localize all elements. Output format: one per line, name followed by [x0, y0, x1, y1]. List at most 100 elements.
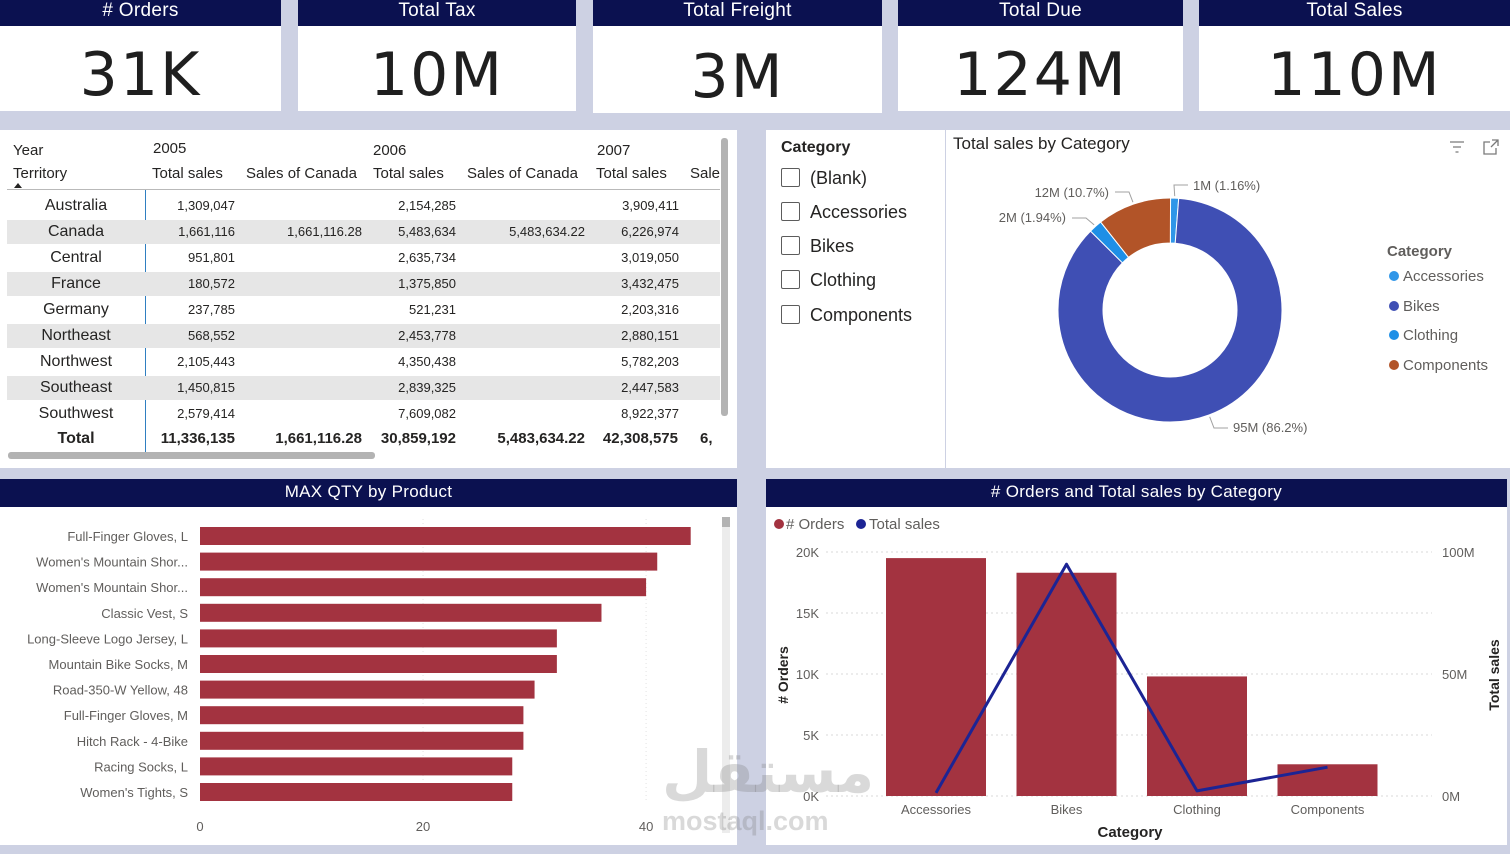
donut-chart[interactable]: 1M (1.16%) 95M (86.2%) 2M (1.94%) 12M (10.7…	[946, 130, 1510, 468]
slicer-item-clothing[interactable]: Clothing	[810, 270, 877, 290]
y-category-label: Women's Mountain Shor...	[36, 555, 188, 570]
bar-chart-scrollbar[interactable]	[722, 517, 730, 833]
bar[interactable]	[200, 731, 524, 750]
total-cell: 6,	[700, 430, 713, 447]
row-label-territory[interactable]: Germany	[43, 301, 109, 318]
row-label-territory[interactable]: France	[51, 275, 101, 292]
legend-item-components[interactable]: Components	[1403, 357, 1489, 374]
bar[interactable]	[200, 680, 535, 699]
slicer-item-bikes[interactable]: Bikes	[810, 236, 855, 256]
row-label-territory[interactable]: Central	[50, 249, 102, 266]
bar[interactable]	[200, 757, 513, 776]
matrix-cell: 1,375,850	[398, 276, 456, 291]
matrix-cell: 6,226,974	[621, 224, 679, 239]
total-cell: 1,661,116.28	[275, 430, 362, 447]
row-label-territory[interactable]: Canada	[47, 223, 105, 240]
y-right-axis-title: Total sales	[1486, 639, 1502, 711]
x-category-label: Accessories	[901, 802, 972, 817]
donut-slice-components[interactable]	[1099, 197, 1172, 259]
vertical-scrollbar[interactable]	[721, 138, 728, 416]
orders-bar[interactable]	[1016, 572, 1117, 796]
checkbox-blank[interactable]	[781, 168, 800, 187]
y-left-tick-label: 0K	[803, 789, 819, 804]
y-category-label: Full-Finger Gloves, L	[67, 529, 188, 544]
legend-item-accessories[interactable]: Accessories	[1403, 268, 1484, 285]
donut-slice-bikes[interactable]	[1057, 197, 1283, 423]
row-label-territory[interactable]: Northeast	[41, 327, 111, 344]
max-qty-bar-chart[interactable]: 0 20 40 Full-Finger Gloves, L Women's Mounta…	[0, 507, 737, 845]
matrix-cell: 5,483,634.22	[509, 224, 585, 239]
row-band	[7, 272, 720, 296]
column-header[interactable]: Sales	[690, 165, 720, 182]
donut-chart-title: Total sales by Category	[953, 134, 1130, 153]
legend-item-orders[interactable]: # Orders	[786, 516, 845, 533]
bar[interactable]	[200, 578, 647, 597]
sort-ascending-icon[interactable]	[14, 183, 22, 188]
row-band	[7, 324, 720, 348]
slicer-item-accessories[interactable]: Accessories	[810, 202, 908, 222]
slicer-title: Category	[781, 139, 851, 156]
column-header[interactable]: Total sales	[373, 165, 444, 182]
legend-item-total-sales[interactable]: Total sales	[869, 516, 940, 533]
checkbox-bikes[interactable]	[781, 236, 800, 255]
column-year[interactable]: 2005	[153, 140, 187, 157]
x-category-label: Components	[1291, 802, 1365, 817]
bar-chart-scroll-thumb[interactable]	[722, 517, 730, 527]
y-left-tick-label: 20K	[796, 545, 819, 560]
column-header[interactable]: Sales of Canada	[467, 165, 578, 182]
matrix-cell: 5,483,634	[398, 224, 456, 239]
legend-item-bikes[interactable]: Bikes	[1403, 298, 1440, 315]
legend-dot-bikes	[1389, 301, 1399, 311]
orders-sales-combo-chart[interactable]: 0K 5K 10K 15K 20K 0M 50M 100M Accessories Bikes Cl…	[766, 507, 1507, 845]
x-tick-label: 20	[416, 819, 430, 834]
horizontal-scrollbar[interactable]	[8, 452, 375, 459]
orders-bar[interactable]	[886, 558, 986, 796]
kpi-value: 31K	[79, 40, 202, 110]
donut-data-label: 2M (1.94%)	[999, 210, 1066, 225]
slicer-item-components[interactable]: Components	[810, 305, 913, 325]
column-year[interactable]: 2007	[597, 142, 631, 159]
leader-line	[1115, 191, 1134, 203]
column-year[interactable]: 2006	[373, 142, 407, 159]
bar[interactable]	[200, 706, 524, 725]
bar[interactable]	[200, 783, 513, 801]
kpi-card-tax: Total Tax 10M	[298, 0, 576, 111]
x-axis-title: Category	[1097, 824, 1163, 841]
kpi-card-freight: Total Freight 3M	[593, 0, 882, 113]
y-left-tick-label: 15K	[796, 606, 819, 621]
row-label-territory[interactable]: Southeast	[39, 379, 113, 396]
leader-line	[1209, 416, 1228, 429]
legend-title: Category	[1387, 243, 1453, 260]
slicer-item-blank[interactable]: (Blank)	[810, 168, 868, 188]
row-header-territory[interactable]: Territory	[13, 165, 68, 182]
sales-matrix[interactable]: Year Territory 2005 2006 2007 Total sale…	[0, 130, 737, 581]
row-label-territory[interactable]: Southwest	[38, 405, 114, 422]
row-label-territory[interactable]: Australia	[44, 197, 108, 214]
matrix-cell: 2,105,443	[177, 354, 235, 369]
bar[interactable]	[200, 552, 658, 571]
legend-item-clothing[interactable]: Clothing	[1403, 327, 1459, 344]
matrix-cell: 1,450,815	[177, 380, 235, 395]
matrix-cell: 3,019,050	[621, 250, 679, 265]
focus-mode-icon[interactable]	[1483, 139, 1499, 155]
bar[interactable]	[200, 655, 557, 673]
bar[interactable]	[200, 603, 602, 622]
checkbox-clothing[interactable]	[781, 270, 800, 289]
total-sales-line[interactable]	[934, 562, 1328, 794]
orders-bar[interactable]	[1147, 676, 1247, 796]
y-category-label: Full-Finger Gloves, M	[64, 708, 188, 723]
matrix-cell: 2,154,285	[398, 198, 456, 213]
checkbox-components[interactable]	[781, 305, 800, 324]
matrix-cell: 521,231	[409, 302, 456, 317]
column-header[interactable]: Total sales	[596, 165, 667, 182]
row-label-territory[interactable]: Northwest	[39, 353, 113, 370]
checkbox-accessories[interactable]	[781, 202, 800, 221]
bar[interactable]	[200, 629, 557, 648]
column-header[interactable]: Sales of Canada	[246, 165, 357, 182]
bar[interactable]	[200, 527, 691, 545]
orders-bar[interactable]	[1277, 764, 1378, 796]
column-header[interactable]: Total sales	[152, 165, 223, 182]
filter-icon[interactable]	[1449, 140, 1465, 154]
kpi-value: 3M	[690, 42, 785, 112]
matrix-cell: 1,661,116	[178, 224, 235, 239]
